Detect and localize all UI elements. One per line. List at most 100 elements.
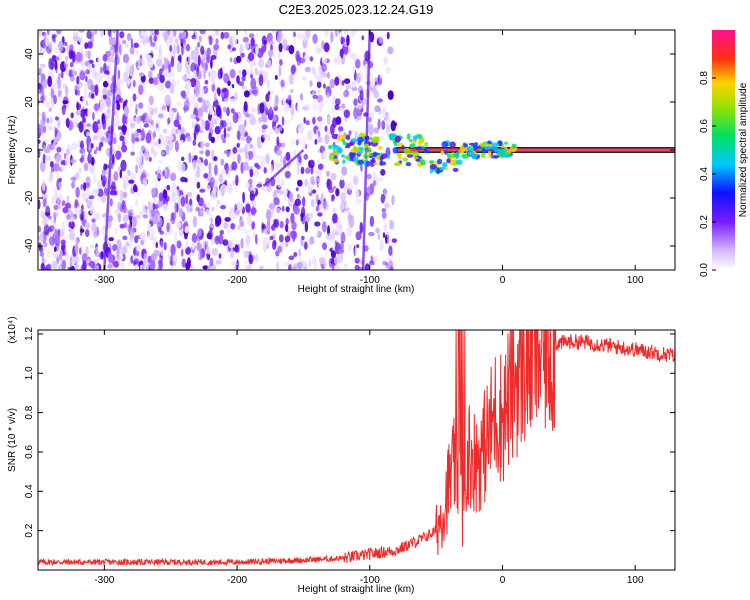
spectrogram-cell bbox=[177, 129, 181, 141]
spectrogram-cell bbox=[294, 198, 301, 207]
spectrogram-cell bbox=[263, 167, 267, 174]
spectrogram-cell bbox=[150, 147, 155, 154]
spectrogram-cell bbox=[312, 101, 318, 112]
spectrogram-cell bbox=[160, 151, 165, 156]
spectrogram-cell bbox=[210, 217, 214, 224]
spectrogram-cell bbox=[277, 182, 282, 188]
spectrogram-cell bbox=[138, 166, 143, 176]
spectrogram-cell bbox=[135, 198, 139, 207]
spectrogram-cell bbox=[304, 66, 311, 73]
spectrogram-cell bbox=[60, 71, 64, 79]
spectrogram-cell bbox=[56, 77, 61, 84]
spectrogram-cell bbox=[196, 166, 201, 179]
spectrogram-cell bbox=[60, 195, 64, 203]
spectrogram-cell bbox=[81, 190, 88, 201]
spectrogram-cell bbox=[285, 119, 291, 125]
spectrogram-cell bbox=[226, 229, 232, 234]
spectrogram-cell bbox=[354, 30, 357, 34]
spectrogram-cell bbox=[283, 194, 288, 202]
spectrogram-cell bbox=[42, 215, 48, 227]
spectrogram-cell bbox=[381, 120, 386, 131]
spectrogram-cell bbox=[126, 33, 132, 41]
spectrogram-cell bbox=[177, 160, 183, 171]
spectrogram-cell bbox=[324, 247, 328, 259]
spectrogram-cell bbox=[43, 224, 50, 236]
spectrogram-cell bbox=[238, 112, 242, 118]
spectrogram-cell bbox=[186, 74, 193, 80]
spectrogram-cell bbox=[117, 166, 121, 172]
spectrogram-cell bbox=[313, 260, 318, 270]
spectrogram-cell bbox=[96, 130, 103, 139]
spectrogram-cell bbox=[256, 183, 263, 188]
spectrogram-cell bbox=[105, 97, 111, 108]
spectrogram-cell bbox=[346, 34, 350, 47]
spectrogram-cell bbox=[133, 130, 138, 139]
spectrogram-cell bbox=[292, 266, 297, 270]
spectrogram-cell bbox=[172, 254, 178, 266]
spectrogram-cell bbox=[58, 253, 63, 261]
spectrogram-cell bbox=[259, 155, 265, 168]
spectrogram-cell bbox=[388, 245, 393, 256]
spectrogram-cell bbox=[86, 123, 92, 128]
spectrogram-cell bbox=[128, 179, 135, 184]
spectrogram-cell bbox=[130, 151, 135, 156]
spectrogram-cell bbox=[143, 252, 148, 265]
spectrogram-cell bbox=[177, 55, 181, 62]
spectrogram-cell bbox=[53, 94, 57, 105]
spectrogram-cell bbox=[331, 197, 335, 202]
spectrogram-cell bbox=[130, 226, 135, 239]
spectrogram-cell bbox=[140, 145, 146, 151]
spectrogram-cell bbox=[366, 173, 372, 180]
spectrogram-cell bbox=[238, 69, 242, 75]
spectrogram-cell bbox=[281, 205, 285, 212]
spectrogram-cell bbox=[374, 105, 381, 113]
spectrogram-cell bbox=[280, 154, 284, 164]
spectrogram-cell bbox=[376, 77, 382, 86]
spectrogram-cell bbox=[380, 169, 386, 176]
spectrogram-cell bbox=[302, 105, 309, 111]
spectrogram-cell bbox=[231, 161, 238, 171]
x-tick-label: -200 bbox=[227, 275, 247, 286]
spectrogram-cell bbox=[267, 91, 271, 96]
spectrogram-cell bbox=[354, 257, 360, 264]
spectrogram-cell bbox=[301, 121, 305, 132]
spectrogram-cell bbox=[280, 142, 286, 148]
spectrogram-cell bbox=[276, 136, 280, 146]
spectrogram-cell bbox=[157, 165, 161, 170]
spectrogram-cell bbox=[368, 123, 374, 136]
spectrogram-cell bbox=[107, 216, 112, 229]
spectrogram-cell bbox=[334, 30, 339, 37]
spectrogram-cell bbox=[199, 125, 206, 131]
spectrogram-cell bbox=[222, 239, 229, 246]
spectrogram-cell bbox=[202, 265, 209, 270]
spectrogram-cell bbox=[110, 49, 114, 56]
spectrogram-cell bbox=[93, 258, 100, 264]
spectrogram-cell bbox=[306, 130, 313, 141]
spectrogram-cell bbox=[141, 61, 145, 67]
spectrogram-cell bbox=[169, 30, 174, 39]
signal-onset-cell bbox=[377, 145, 383, 150]
spectrogram-cell bbox=[353, 107, 359, 120]
spectrogram-cell bbox=[54, 187, 58, 200]
spectrogram-cell bbox=[122, 164, 126, 171]
spectrogram-cell bbox=[167, 250, 171, 263]
spectrogram-cell bbox=[211, 116, 215, 126]
spectrogram-cell bbox=[220, 158, 225, 166]
spectrogram-cell bbox=[209, 257, 214, 267]
spectrogram-cell bbox=[266, 209, 272, 221]
spectrogram-cell bbox=[281, 116, 285, 126]
spectrogram-cell bbox=[238, 81, 245, 87]
spectrogram-cell bbox=[359, 89, 364, 101]
spectrogram-cell bbox=[175, 221, 182, 229]
spectrogram-cell bbox=[324, 258, 328, 267]
spectrogram-cell bbox=[389, 219, 394, 230]
spectrogram-cell bbox=[283, 103, 290, 113]
spectrogram-cell bbox=[262, 242, 267, 253]
spectrogram-cell bbox=[56, 30, 62, 35]
spectrogram-cell bbox=[284, 235, 291, 243]
spectrogram-cell bbox=[155, 141, 159, 147]
spectrogram-cell bbox=[107, 56, 112, 63]
spectrogram-cell bbox=[210, 55, 217, 60]
spectrogram-cell bbox=[112, 30, 117, 34]
spectrogram-cell bbox=[156, 168, 162, 179]
